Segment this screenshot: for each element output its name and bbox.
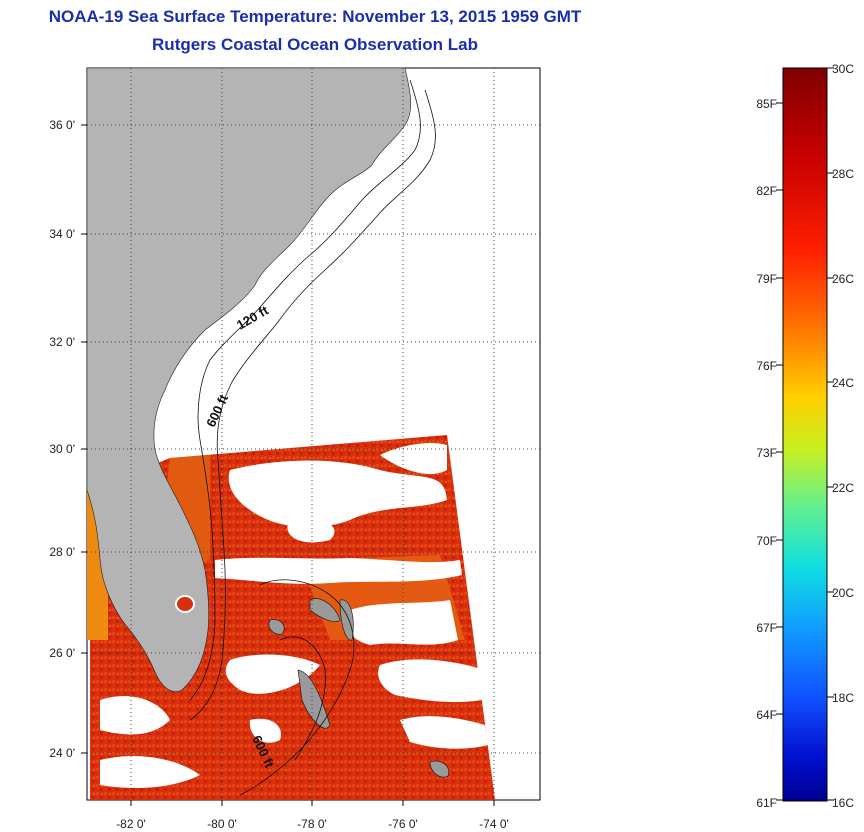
- lat-label: 24 0': [49, 746, 75, 760]
- celsius-label: 20C: [832, 586, 854, 600]
- lon-label: -80 0': [207, 817, 237, 831]
- celsius-label: 24C: [832, 376, 854, 390]
- fahrenheit-label: 82F: [756, 184, 777, 198]
- lat-label: 30 0': [49, 442, 75, 456]
- bathymetry-contours: [189, 79, 436, 796]
- lon-label: -82 0': [116, 817, 146, 831]
- frame-ticks: [81, 124, 495, 806]
- fahrenheit-label: 64F: [756, 708, 777, 722]
- colorbar-gradient: [782, 67, 828, 802]
- celsius-label: 22C: [832, 481, 854, 495]
- colorbar-celsius: 30C 28C 26C 24C 22C 20C 18C 16C: [827, 62, 854, 810]
- cloud-cover: [100, 443, 488, 788]
- fahrenheit-label: 73F: [756, 446, 777, 460]
- fahrenheit-label: 70F: [756, 534, 777, 548]
- fahrenheit-label: 79F: [756, 272, 777, 286]
- fahrenheit-label: 67F: [756, 621, 777, 635]
- celsius-label: 18C: [832, 691, 854, 705]
- lat-label: 28 0': [49, 545, 75, 559]
- lon-label: -78 0': [297, 817, 327, 831]
- colorbar-fahrenheit: 85F 82F 79F 76F 73F 70F 67F 64F 61F: [756, 97, 783, 810]
- celsius-label: 26C: [832, 272, 854, 286]
- map-subtitle: Rutgers Coastal Ocean Observation Lab: [152, 35, 478, 54]
- latitude-labels: 36 0' 34 0' 32 0' 30 0' 28 0' 26 0' 24 0…: [49, 118, 75, 760]
- land-mass: [86, 67, 450, 778]
- lon-label: -74 0': [479, 817, 509, 831]
- map-title: NOAA-19 Sea Surface Temperature: Novembe…: [48, 7, 582, 26]
- lat-label: 26 0': [49, 646, 75, 660]
- lake-okeechobee: [175, 595, 195, 613]
- celsius-label: 30C: [832, 62, 854, 76]
- longitude-labels: -82 0' -80 0' -78 0' -76 0' -74 0': [116, 817, 509, 831]
- lat-label: 32 0': [49, 335, 75, 349]
- lat-label: 36 0': [49, 118, 75, 132]
- lon-label: -76 0': [388, 817, 418, 831]
- fahrenheit-label: 85F: [756, 97, 777, 111]
- celsius-label: 28C: [832, 167, 854, 181]
- lat-label: 34 0': [49, 227, 75, 241]
- fahrenheit-label: 76F: [756, 359, 777, 373]
- fahrenheit-label: 61F: [756, 796, 777, 810]
- celsius-label: 16C: [832, 796, 854, 810]
